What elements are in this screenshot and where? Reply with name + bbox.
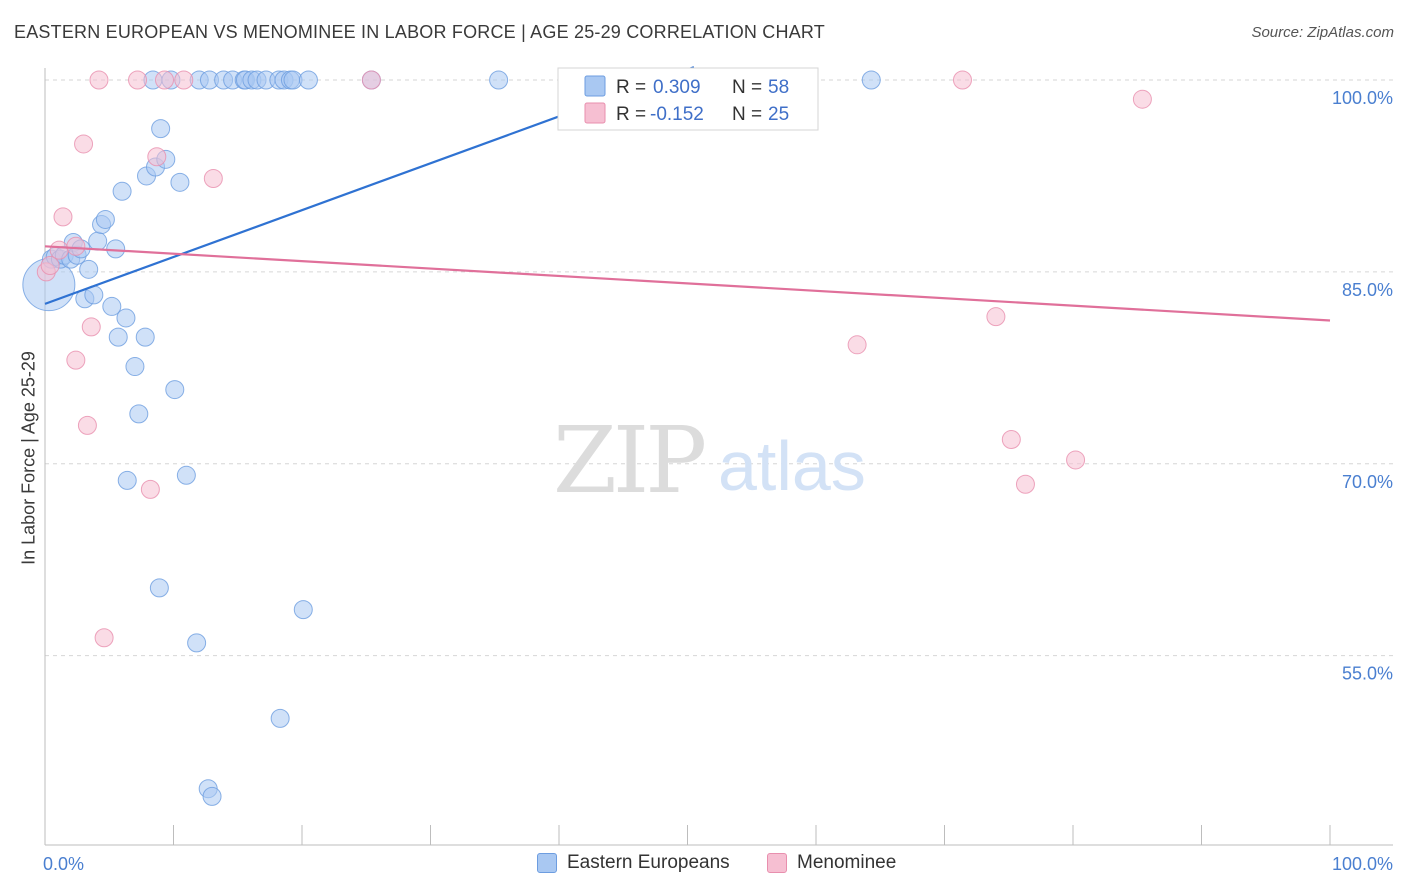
- point-eastern-europeans: [187, 633, 207, 653]
- point-menominee: [1001, 429, 1021, 449]
- legend-swatch: [537, 853, 557, 873]
- point-menominee: [66, 350, 86, 370]
- point-eastern-europeans: [489, 70, 509, 90]
- point-menominee: [147, 147, 167, 167]
- x-tick-label: 100.0%: [1332, 854, 1393, 874]
- legend-r-value: 0.309: [653, 77, 701, 98]
- point-eastern-europeans: [270, 708, 290, 728]
- point-eastern-europeans: [149, 578, 169, 598]
- point-eastern-europeans: [112, 181, 132, 201]
- point-eastern-europeans: [170, 172, 190, 192]
- legend-swatch-menominee: [584, 102, 606, 124]
- legend-n-label: N =: [732, 104, 762, 125]
- legend-r-label: R =: [616, 77, 646, 98]
- point-eastern-europeans: [202, 786, 222, 806]
- y-tick-label: 100.0%: [1332, 88, 1393, 108]
- legend-item-eastern-europeans[interactable]: Eastern Europeans: [537, 852, 730, 874]
- point-eastern-europeans: [117, 470, 137, 490]
- watermark: ZIP atlas: [553, 407, 866, 514]
- point-menominee: [986, 307, 1006, 327]
- point-eastern-europeans: [176, 465, 196, 485]
- point-eastern-europeans: [151, 119, 171, 139]
- point-eastern-europeans: [129, 404, 149, 424]
- legend-swatch: [767, 853, 787, 873]
- point-menominee: [128, 70, 148, 90]
- y-tick-label: 70.0%: [1342, 472, 1393, 492]
- point-eastern-europeans: [102, 296, 122, 316]
- point-menominee: [49, 240, 69, 260]
- axes: [44, 68, 1393, 846]
- legend-n-value: 58: [768, 77, 789, 98]
- legend-n-label: N =: [732, 77, 762, 98]
- stats-legend: R = 0.309 N = 58 R = -0.152 N = 25: [557, 67, 819, 131]
- point-menominee: [140, 479, 160, 499]
- point-menominee: [203, 169, 223, 189]
- point-menominee: [1015, 474, 1035, 494]
- series-legend: Eastern Europeans Menominee: [0, 852, 1406, 878]
- point-eastern-europeans: [293, 600, 313, 620]
- point-eastern-europeans: [135, 327, 155, 347]
- gridlines: [45, 79, 1393, 657]
- point-menominee: [74, 134, 94, 154]
- point-eastern-europeans: [95, 209, 115, 229]
- legend-item-menominee[interactable]: Menominee: [767, 852, 896, 874]
- watermark-zip: ZIP: [553, 407, 704, 514]
- point-menominee: [847, 335, 867, 355]
- watermark-atlas: atlas: [718, 427, 866, 505]
- point-menominee: [155, 70, 175, 90]
- point-menominee: [94, 628, 114, 648]
- y-tick-label: 55.0%: [1342, 664, 1393, 684]
- point-eastern-europeans: [861, 70, 881, 90]
- point-menominee: [361, 70, 381, 90]
- point-menominee: [53, 207, 73, 227]
- legend-label: Eastern Europeans: [567, 852, 730, 873]
- legend-label: Menominee: [797, 852, 897, 873]
- point-menominee: [1132, 89, 1152, 109]
- legend-swatch-eastern-europeans: [584, 75, 606, 97]
- point-eastern-europeans: [298, 70, 318, 90]
- point-menominee: [952, 70, 972, 90]
- point-menominee: [1066, 450, 1086, 470]
- point-menominee: [81, 317, 101, 337]
- legend-r-label: R =: [616, 104, 646, 125]
- trend-line-menominee: [44, 245, 1331, 322]
- source-label: Source: ZipAtlas.com: [1251, 24, 1394, 41]
- legend-r-value: -0.152: [650, 104, 704, 125]
- point-eastern-europeans: [106, 239, 126, 259]
- point-menominee: [40, 255, 60, 275]
- point-eastern-europeans: [79, 259, 99, 279]
- x-tick-label: 0.0%: [43, 854, 84, 874]
- point-eastern-europeans: [165, 380, 185, 400]
- point-menominee: [89, 70, 109, 90]
- tick-labels: 55.0% 70.0% 85.0% 100.0% 0.0% 100.0%: [43, 88, 1393, 874]
- point-eastern-europeans: [108, 327, 128, 347]
- y-tick-label: 85.0%: [1342, 280, 1393, 300]
- point-eastern-europeans: [88, 231, 108, 251]
- point-eastern-europeans: [116, 308, 136, 328]
- chart-title: EASTERN EUROPEAN VS MENOMINEE IN LABOR F…: [14, 22, 825, 42]
- point-menominee: [66, 236, 86, 256]
- point-eastern-europeans: [125, 357, 145, 377]
- legend-n-value: 25: [768, 104, 789, 125]
- point-menominee: [174, 70, 194, 90]
- point-menominee: [77, 415, 97, 435]
